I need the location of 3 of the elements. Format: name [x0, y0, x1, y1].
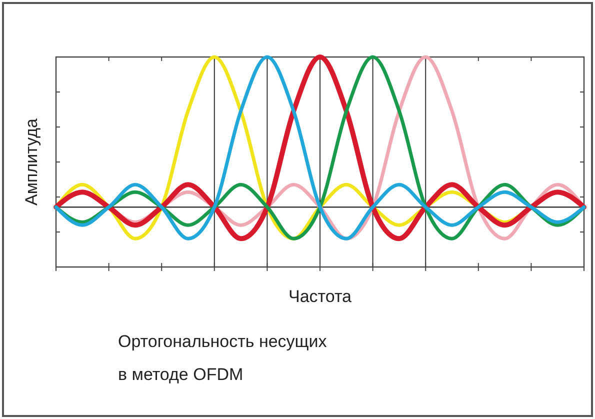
x-axis-title: Частота [288, 287, 352, 306]
text: Ортогональность несущих в методе OFDM [118, 332, 328, 384]
y-axis-title: Амплитуда [22, 118, 41, 206]
